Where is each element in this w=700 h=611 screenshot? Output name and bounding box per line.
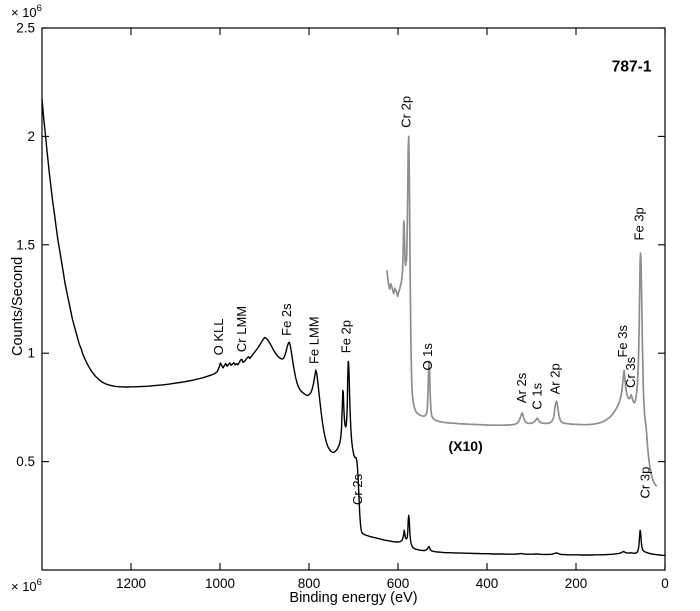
annotation-magnification: (X10) bbox=[449, 438, 483, 454]
series-survey-black bbox=[41, 98, 666, 557]
annotation-cr-2s: Cr 2s bbox=[350, 473, 365, 505]
annotation-cr-3s: Cr 3s bbox=[623, 356, 638, 388]
y-tick-label: 1 bbox=[27, 346, 35, 361]
x-axis-label: Binding energy (eV) bbox=[289, 590, 418, 606]
annotation-cr-2p: Cr 2p bbox=[399, 96, 414, 128]
annotation-c-1s: C 1s bbox=[529, 382, 544, 409]
annotation-fe-3p: Fe 3p bbox=[632, 207, 647, 240]
annotation-ar-2s: Ar 2s bbox=[514, 372, 529, 403]
x-tick-label: 1000 bbox=[205, 576, 235, 591]
x-tick-label: 600 bbox=[387, 576, 410, 591]
annotation-fe-lmm: Fe LMM bbox=[306, 316, 321, 364]
annotation-ar-2p: Ar 2p bbox=[548, 363, 563, 394]
x-tick-label: 1200 bbox=[116, 576, 146, 591]
annotation-fe-2p: Fe 2p bbox=[338, 320, 353, 353]
x-tick-label: 200 bbox=[565, 576, 588, 591]
x-tick-label: 400 bbox=[476, 576, 499, 591]
annotation-o-1s: O 1s bbox=[420, 343, 435, 371]
y-tick-label: 2.5 bbox=[16, 21, 35, 36]
annotation-fe-3s: Fe 3s bbox=[615, 325, 630, 358]
annotation-cr-lmm: Cr LMM bbox=[234, 306, 249, 352]
x-tick-label: 800 bbox=[298, 576, 321, 591]
y-exponent-top: × 106 bbox=[11, 3, 42, 20]
annotation-cr-3p: Cr 3p bbox=[637, 467, 652, 499]
annotation-fe-2s: Fe 2s bbox=[279, 303, 294, 336]
y-tick-label: 2 bbox=[27, 129, 35, 144]
plot-border bbox=[41, 27, 666, 571]
annotation-sample-id: 787-1 bbox=[612, 58, 652, 75]
annotation-o-kll: O KLL bbox=[211, 319, 226, 356]
y-exponent-bottom: × 106 bbox=[11, 577, 42, 594]
y-tick-label: 0.5 bbox=[16, 454, 35, 469]
y-axis-label: Counts/Second bbox=[10, 256, 26, 356]
x-tick-label: 0 bbox=[661, 576, 669, 591]
series-survey-x10-gray bbox=[386, 135, 657, 487]
y-tick-label: 1.5 bbox=[16, 237, 35, 252]
